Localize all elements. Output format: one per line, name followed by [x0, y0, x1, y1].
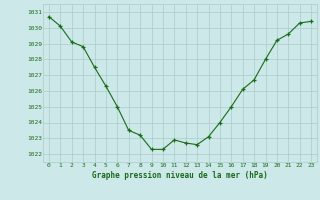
X-axis label: Graphe pression niveau de la mer (hPa): Graphe pression niveau de la mer (hPa): [92, 171, 268, 180]
